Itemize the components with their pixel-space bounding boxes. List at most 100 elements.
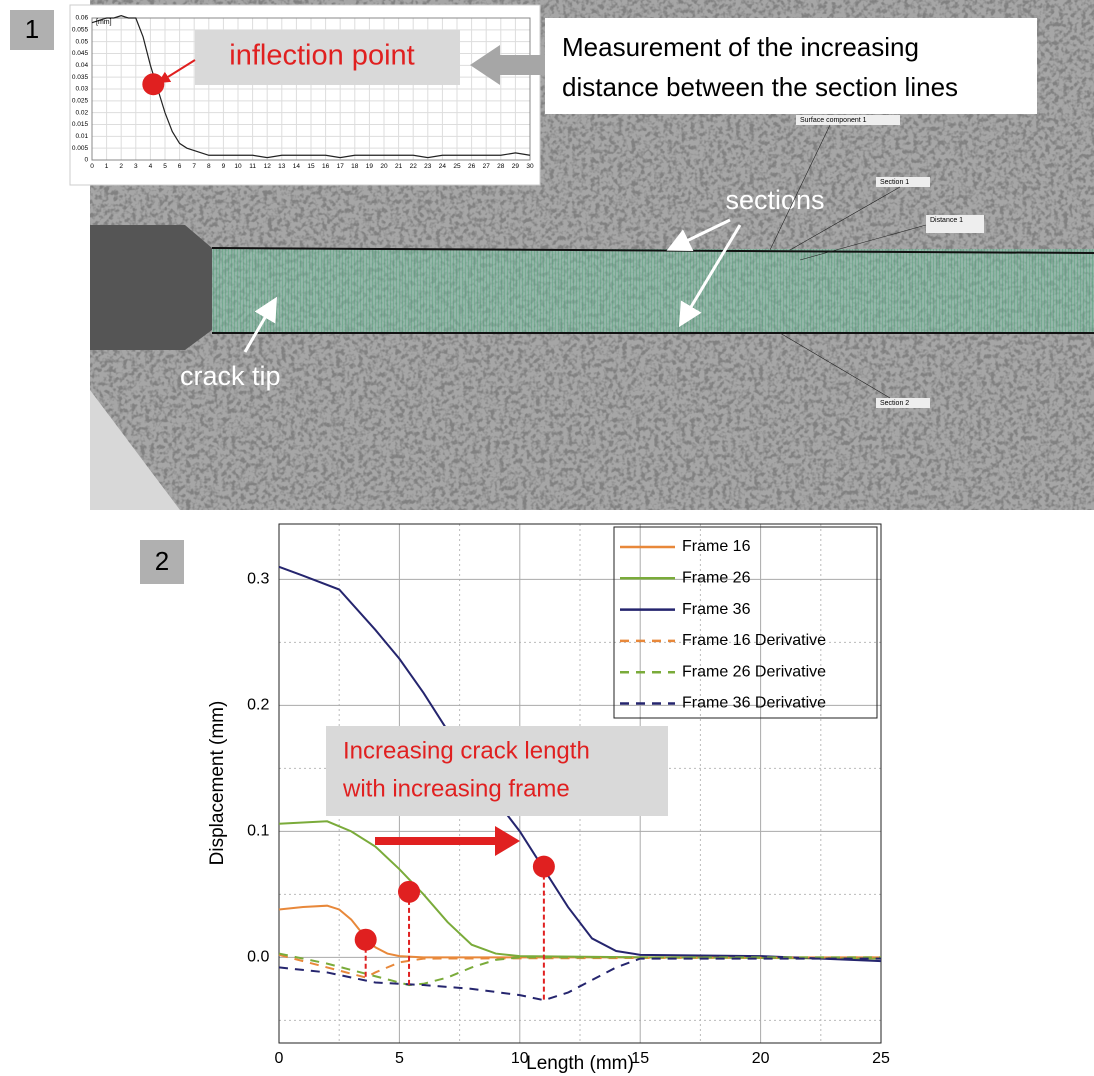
x-tick-label: 13 <box>278 163 286 170</box>
y-tick-label: 0.04 <box>75 62 88 69</box>
legend-label: Frame 26 Derivative <box>682 663 826 680</box>
y-tick-label: 0.05 <box>75 38 88 45</box>
y-tick-label: 0.055 <box>72 27 89 34</box>
x-axis-label: Length (mm) <box>526 1053 634 1074</box>
inflection-marker <box>142 73 165 96</box>
y-axis-label: [mm] <box>96 19 112 26</box>
callout-box <box>545 18 1037 114</box>
panel-label-box <box>10 10 54 50</box>
y-tick-label: 0.005 <box>72 145 89 152</box>
x-tick-label: 10 <box>234 163 242 170</box>
x-tick-label: 15 <box>631 1050 649 1067</box>
panel-label: 1 <box>25 14 39 44</box>
x-tick-label: 10 <box>511 1050 529 1067</box>
plot-frame <box>91 17 531 161</box>
x-tick-label: 26 <box>468 163 476 170</box>
legend-label: Frame 36 Derivative <box>682 695 826 712</box>
x-tick-label: 0 <box>90 163 94 170</box>
crack-tip-label: crack tip <box>180 361 281 391</box>
series-line <box>91 15 531 159</box>
y-tick-label: 0.045 <box>72 50 89 57</box>
y-tick-label: 0.01 <box>75 133 88 140</box>
x-tick-label: 3 <box>134 163 138 170</box>
x-tick-label: 12 <box>264 163 272 170</box>
x-tick-label: 19 <box>366 163 374 170</box>
section-1-line <box>211 247 1094 254</box>
y-tick-label: 0.025 <box>72 98 89 105</box>
y-tick-label: 0.3 <box>247 571 269 588</box>
arrow <box>243 296 278 353</box>
inflection-marker <box>398 880 421 903</box>
x-tick-label: 2 <box>119 163 123 170</box>
arrow <box>666 218 731 251</box>
y-tick-label: 0.03 <box>75 86 88 93</box>
x-tick-label: 30 <box>526 163 534 170</box>
y-tick-label: 0.035 <box>72 74 89 81</box>
x-tick-label: 21 <box>395 163 403 170</box>
annotation-arrowhead <box>495 826 520 856</box>
x-tick-label: 5 <box>395 1050 404 1067</box>
x-tick-label: 27 <box>483 163 491 170</box>
y-tick-label: 0.1 <box>247 823 269 840</box>
plot-frame <box>278 523 882 1044</box>
x-tick-label: 16 <box>322 163 330 170</box>
x-tick-label: 0 <box>275 1050 284 1067</box>
x-tick-label: 23 <box>424 163 432 170</box>
legend-label: Frame 16 <box>682 538 751 555</box>
legend-label: Frame 36 <box>682 601 751 618</box>
x-tick-label: 24 <box>439 163 447 170</box>
sections-label: sections <box>725 185 824 215</box>
tag: Section 2 <box>880 400 909 407</box>
series-line <box>278 952 881 987</box>
y-tick-label: 0.2 <box>247 697 269 714</box>
callout-line: Measurement of the increasing <box>562 32 919 62</box>
x-tick-label: 15 <box>307 163 315 170</box>
x-tick-label: 7 <box>192 163 196 170</box>
x-tick-label: 14 <box>293 163 301 170</box>
legend-box <box>613 526 878 719</box>
x-tick-label: 22 <box>410 163 418 170</box>
x-tick-label: 25 <box>872 1050 890 1067</box>
x-tick-label: 8 <box>207 163 211 170</box>
main-chart: 0 5 10 15 20 25 0.0 0.1 0.2 0.3 Frame 16 Frame 26 Fr… <box>207 523 890 1074</box>
inflection-marker <box>354 928 377 951</box>
x-tick-label: 9 <box>222 163 226 170</box>
arrow <box>678 224 742 328</box>
legend-label: Frame 26 <box>682 570 751 587</box>
y-tick-label: 0.015 <box>72 121 89 128</box>
annotation-box <box>195 30 460 85</box>
gray-arrow <box>470 45 550 85</box>
x-tick-label: 20 <box>752 1050 770 1067</box>
y-tick-label: 0.0 <box>247 949 269 966</box>
inflection-marker <box>532 855 555 878</box>
edge <box>90 390 180 510</box>
x-tick-label: 17 <box>337 163 345 170</box>
tag: Distance 1 <box>930 217 963 224</box>
series-line <box>278 953 882 979</box>
notch <box>90 225 212 350</box>
series-line <box>278 820 882 960</box>
x-tick-label: 4 <box>149 163 153 170</box>
section-lines <box>212 249 1094 333</box>
panel-label-box <box>140 540 184 584</box>
y-tick-label: 0 <box>84 157 88 164</box>
x-tick-label: 6 <box>178 163 182 170</box>
tag: Section 1 <box>880 179 909 186</box>
tags: Surface component 1 Section 1 Distance 1… <box>769 115 984 408</box>
annotation-line: Increasing crack length <box>343 737 590 764</box>
x-tick-label: 5 <box>163 163 167 170</box>
x-tick-label: 1 <box>105 163 109 170</box>
y-axis-label: Displacement (mm) <box>207 701 228 866</box>
y-tick-label: 0.06 <box>75 15 88 22</box>
x-tick-label: 28 <box>497 163 505 170</box>
x-tick-label: 29 <box>512 163 520 170</box>
legend-label: Frame 16 Derivative <box>682 632 826 649</box>
annotation-box <box>326 726 668 816</box>
annotation-arrow <box>157 59 196 84</box>
x-tick-label: 20 <box>380 163 388 170</box>
panel-label: 2 <box>155 546 169 576</box>
x-tick-label: 25 <box>453 163 461 170</box>
x-tick-label: 18 <box>351 163 359 170</box>
inset-annotation: inflection point <box>229 40 414 72</box>
annotation-line: with increasing frame <box>342 775 570 802</box>
